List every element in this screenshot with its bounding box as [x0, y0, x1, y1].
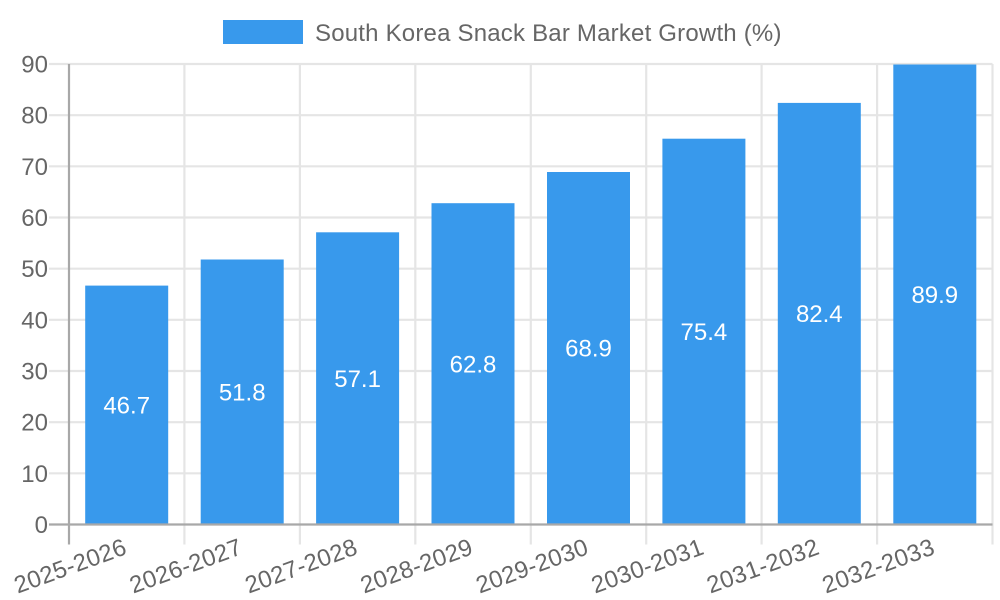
svg-text:0: 0 — [35, 512, 48, 539]
svg-text:82.4: 82.4 — [796, 301, 843, 328]
svg-text:90: 90 — [21, 52, 48, 79]
svg-text:2030-2031: 2030-2031 — [588, 534, 708, 600]
svg-text:2029-2030: 2029-2030 — [472, 534, 592, 600]
svg-text:2025-2026: 2025-2026 — [11, 534, 131, 600]
svg-text:20: 20 — [21, 410, 48, 437]
svg-text:70: 70 — [21, 154, 48, 181]
svg-text:75.4: 75.4 — [681, 319, 728, 346]
svg-text:62.8: 62.8 — [450, 351, 497, 378]
svg-text:80: 80 — [21, 103, 48, 130]
svg-text:2026-2027: 2026-2027 — [126, 534, 246, 600]
svg-text:89.9: 89.9 — [911, 282, 958, 309]
svg-text:50: 50 — [21, 256, 48, 283]
svg-text:68.9: 68.9 — [565, 336, 612, 363]
svg-text:46.7: 46.7 — [103, 393, 150, 420]
svg-text:South Korea Snack Bar Market G: South Korea Snack Bar Market Growth (%) — [315, 20, 782, 47]
svg-text:51.8: 51.8 — [219, 380, 266, 407]
svg-text:10: 10 — [21, 461, 48, 488]
svg-text:2032-2033: 2032-2033 — [819, 534, 939, 600]
svg-text:57.1: 57.1 — [334, 366, 381, 393]
svg-text:2031-2032: 2031-2032 — [703, 534, 823, 600]
svg-text:40: 40 — [21, 307, 48, 334]
svg-text:2028-2029: 2028-2029 — [357, 534, 477, 600]
svg-text:2027-2028: 2027-2028 — [242, 534, 362, 600]
svg-text:30: 30 — [21, 359, 48, 386]
svg-text:60: 60 — [21, 205, 48, 232]
